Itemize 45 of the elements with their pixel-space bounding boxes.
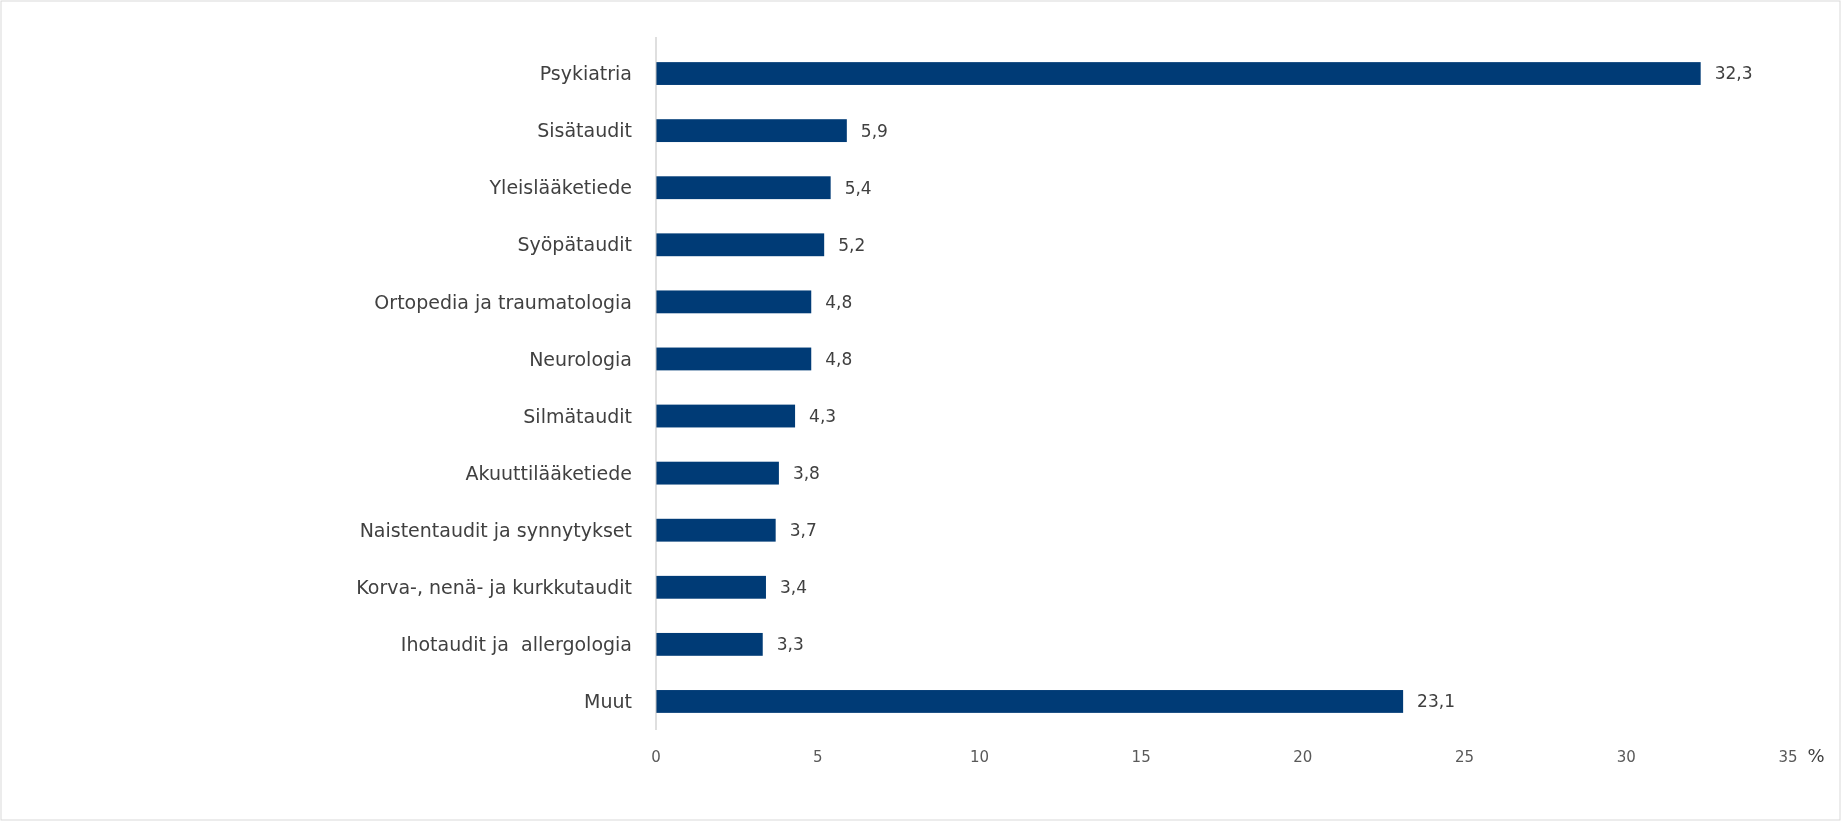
data-label: 5,4 [844, 177, 872, 198]
bar [656, 233, 825, 257]
data-label: 5,9 [860, 120, 888, 141]
y-tick-label: Akuuttilääketiede [465, 461, 632, 484]
bar [656, 690, 1404, 713]
bar [656, 461, 779, 485]
bar [656, 575, 766, 599]
y-tick-label: Psykiatria [539, 62, 632, 85]
bar [656, 404, 796, 428]
x-tick-label: 5 [812, 748, 823, 766]
data-label: 32,3 [1714, 63, 1753, 84]
bar [656, 62, 1701, 85]
data-label: 23,1 [1417, 691, 1455, 712]
bar [656, 119, 847, 143]
y-tick-label: Muut [584, 690, 632, 713]
data-label: 4,3 [809, 405, 837, 426]
bar [656, 518, 776, 542]
y-tick-label: Sisätaudit [537, 119, 632, 142]
bar [656, 290, 812, 314]
y-tick-label: Naistentaudit ja synnytykset [359, 518, 632, 541]
x-tick-label: 30 [1616, 748, 1636, 766]
x-tick-label: 10 [969, 748, 989, 766]
data-label: 3,7 [789, 520, 817, 541]
bar [656, 632, 763, 656]
y-tick-label: Syöpätaudit [517, 233, 632, 256]
data-label: 3,8 [792, 463, 820, 484]
y-tick-label: Yleislääketiede [488, 176, 632, 199]
y-tick-label: Ortopedia ja traumatologia [374, 290, 632, 313]
bar [656, 347, 812, 371]
data-label: 3,3 [776, 634, 804, 655]
x-tick-label: 15 [1131, 748, 1151, 766]
x-tick-label: 25 [1455, 748, 1475, 766]
bar [656, 176, 831, 200]
y-tick-label: Neurologia [529, 347, 632, 370]
data-label: 5,2 [838, 234, 866, 255]
y-tick-label: Silmätaudit [523, 404, 632, 427]
y-tick-label: Korva-, nenä- ja kurkkutaudit [356, 575, 632, 598]
x-tick-label: 0 [651, 748, 661, 766]
data-label: 4,8 [825, 291, 853, 312]
x-tick-label: 35 [1778, 748, 1798, 766]
y-tick-label: Ihotaudit ja allergologia [400, 633, 632, 656]
x-axis-title: % [1807, 745, 1825, 766]
data-label: 4,8 [825, 348, 853, 369]
x-tick-label: 20 [1293, 748, 1313, 766]
data-label: 3,4 [779, 577, 808, 598]
